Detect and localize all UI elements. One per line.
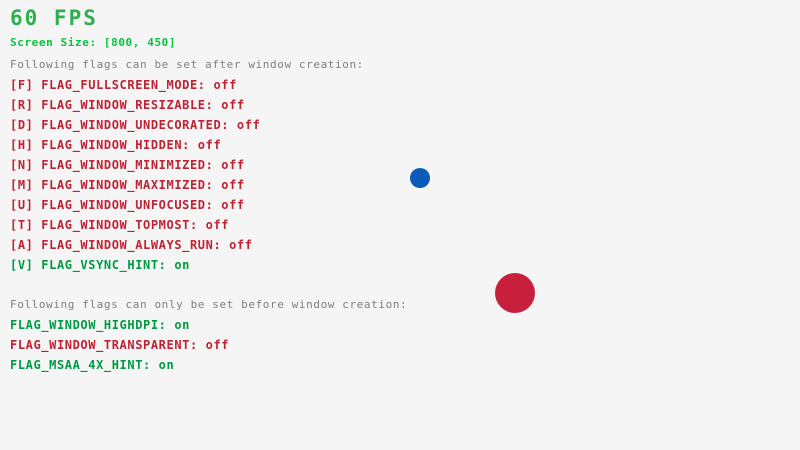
flag-row-window-highdpi: FLAG_WINDOW_HIGHDPI: on [10,318,190,332]
flag-row-window-always-run[interactable]: [A] FLAG_WINDOW_ALWAYS_RUN: off [10,238,253,252]
flag-row-window-minimized[interactable]: [N] FLAG_WINDOW_MINIMIZED: off [10,158,245,172]
flag-row-msaa-4x-hint: FLAG_MSAA_4X_HINT: on [10,358,175,372]
flag-row-window-unfocused[interactable]: [U] FLAG_WINDOW_UNFOCUSED: off [10,198,245,212]
screen-size-label: Screen Size: [800, 450] [10,36,177,49]
runtime-flags-header: Following flags can be set after window … [10,58,364,71]
flag-row-window-hidden[interactable]: [H] FLAG_WINDOW_HIDDEN: off [10,138,222,152]
flag-row-fullscreen-mode[interactable]: [F] FLAG_FULLSCREEN_MODE: off [10,78,237,92]
flag-row-window-transparent: FLAG_WINDOW_TRANSPARENT: off [10,338,230,352]
flag-row-window-resizable[interactable]: [R] FLAG_WINDOW_RESIZABLE: off [10,98,245,112]
creation-flags-header: Following flags can only be set before w… [10,298,408,311]
flag-row-window-undecorated[interactable]: [D] FLAG_WINDOW_UNDECORATED: off [10,118,261,132]
red-ball-shape [495,273,535,313]
blue-ball-shape [410,168,430,188]
fps-counter: 60 FPS [10,6,98,30]
flag-row-window-topmost[interactable]: [T] FLAG_WINDOW_TOPMOST: off [10,218,230,232]
flag-row-vsync-hint[interactable]: [V] FLAG_VSYNC_HINT: on [10,258,190,272]
flag-row-window-maximized[interactable]: [M] FLAG_WINDOW_MAXIMIZED: off [10,178,245,192]
